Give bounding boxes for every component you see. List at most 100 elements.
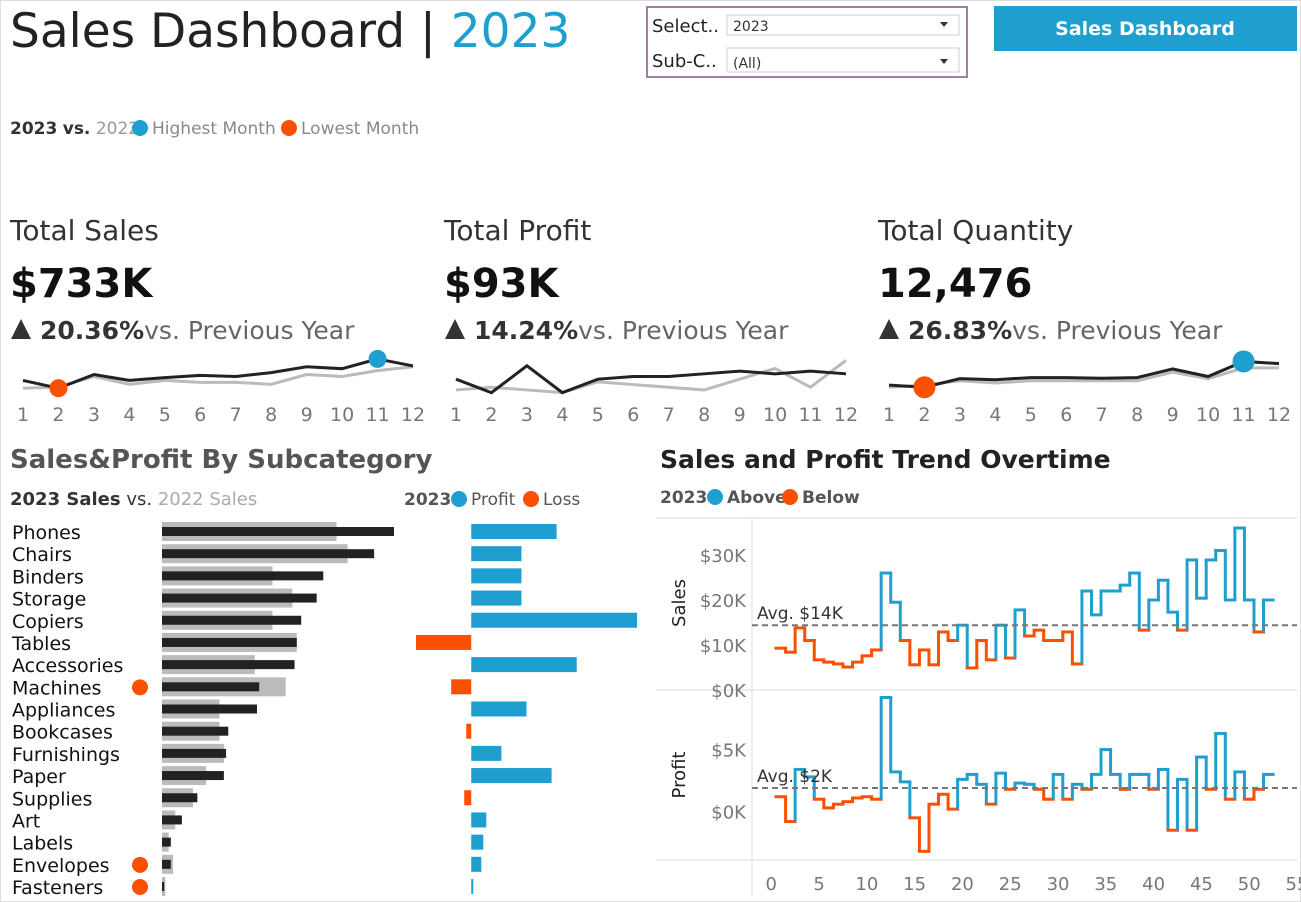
y-tick-label: $20K [700, 591, 747, 612]
kpi-change-suffix: vs. Previous Year [578, 316, 789, 345]
kpi-change-suffix: vs. Previous Year [1012, 316, 1223, 345]
category-label: Furnishings [12, 744, 120, 766]
filter-label: Sub-C.. [652, 51, 717, 72]
spark-line [888, 359, 1280, 389]
average-label: Avg. $2K [757, 767, 833, 787]
category-label: Chairs [12, 544, 72, 566]
category-label: Machines [12, 677, 101, 699]
category-label: Bookcases [12, 722, 113, 744]
legend-previous: 2022 Sales [158, 489, 257, 510]
nav-button-label: Sales Dashboard [1055, 18, 1235, 40]
kpi-value: $93K [444, 261, 560, 307]
y-tick-label: $0K [711, 681, 747, 702]
kpi-change-value: 26.83% [908, 316, 1012, 345]
x-tick-label: 6 [194, 404, 206, 426]
bar-current [162, 793, 198, 803]
x-tick-label: 8 [698, 404, 710, 426]
x-tick-label: 9 [734, 404, 746, 426]
category-label: Copiers [12, 611, 84, 633]
legend-loss-dot [523, 491, 539, 507]
kpi-change-value: 20.36% [40, 316, 144, 345]
x-tick-label: 7 [230, 404, 242, 426]
profit-bar [416, 634, 472, 650]
x-tick-label: 5 [1025, 404, 1037, 426]
kpi-change-suffix: vs. Previous Year [144, 316, 355, 345]
legend-below-dot [782, 489, 798, 505]
chart-title: Sales&Profit By Subcategory [10, 445, 432, 475]
legend-versus: vs. [126, 489, 152, 510]
x-tick-label: 11 [1231, 404, 1255, 426]
legend-current: 2023 Sales [10, 489, 121, 510]
category-label: Binders [12, 566, 84, 588]
x-tick-label: 1 [450, 404, 462, 426]
category-label: Paper [12, 766, 66, 788]
x-tick-label: 11 [798, 404, 822, 426]
bar-current [162, 815, 182, 825]
bar-current [162, 660, 295, 670]
x-tick-label: 9 [301, 404, 313, 426]
kpi-title: Total Sales [9, 214, 159, 247]
x-tick-label: 11 [365, 404, 389, 426]
legend-loss: Loss [543, 490, 580, 510]
x-tick-label: 5 [592, 404, 604, 426]
bar-current [162, 748, 227, 758]
x-tick-label: 35 [1094, 874, 1117, 895]
legend-above: Above [727, 488, 787, 508]
category-label: Tables [11, 633, 71, 655]
y-tick-label: $10K [700, 636, 747, 657]
x-tick-label: 5 [159, 404, 171, 426]
kpi-title: Total Quantity [877, 214, 1073, 247]
category-label: Envelopes [12, 855, 110, 877]
kpi-change-value: 14.24% [474, 316, 578, 345]
bar-current [162, 704, 258, 714]
bar-current [162, 615, 302, 625]
decline-dot [132, 856, 148, 873]
x-tick-label: 4 [989, 404, 1001, 426]
x-tick-label: 12 [834, 404, 858, 426]
decline-dot [132, 879, 148, 895]
high-dot [368, 349, 387, 368]
dropdown-arrow [940, 59, 948, 64]
kpi-change: 20.36%vs. Previous Year [40, 316, 355, 345]
x-tick-label: 10 [330, 404, 354, 426]
profit-bar [466, 723, 472, 739]
legend-versus: vs. [63, 119, 91, 139]
kpi-arrow [445, 319, 465, 339]
legend-low-dot [281, 120, 297, 136]
legend-text: 2023 Sales vs. 2022 Sales [10, 489, 257, 510]
legend-year: 2023 [660, 488, 707, 508]
kpi-value: $733K [10, 261, 154, 307]
x-tick-label: 10 [1196, 404, 1220, 426]
x-tick-label: 6 [1060, 404, 1072, 426]
kpi-arrow [11, 319, 31, 339]
legend-low: Lowest Month [301, 119, 419, 139]
filter-value: 2023 [733, 19, 769, 35]
nav-button[interactable] [994, 6, 1297, 51]
legend-profit: Profit [471, 490, 516, 510]
filter-dropdown[interactable] [726, 14, 960, 36]
kpi-title: Total Profit [443, 214, 591, 247]
low-dot [49, 379, 68, 398]
y-tick-label: $5K [711, 741, 747, 762]
average-label: Avg. $14K [757, 604, 844, 624]
profit-bar [471, 568, 522, 584]
x-tick-label: 9 [1167, 404, 1179, 426]
legend-below: Below [802, 488, 860, 508]
panel-label: Profit [669, 752, 690, 799]
x-tick-label: 3 [521, 404, 533, 426]
category-label: Art [12, 810, 40, 832]
bar-current [162, 549, 375, 559]
profit-bar [471, 834, 484, 850]
filter-label: Select.. [652, 16, 719, 37]
x-tick-label: 8 [265, 404, 277, 426]
filter-dropdown[interactable] [726, 47, 960, 73]
profit-bar [471, 546, 522, 562]
profit-bar [471, 657, 577, 673]
x-tick-label: 4 [556, 404, 568, 426]
bar-current [162, 726, 229, 736]
title-separator: | [420, 4, 436, 59]
category-label: Appliances [12, 700, 115, 722]
profit-bar [471, 745, 502, 761]
x-tick-label: 0 [766, 874, 777, 895]
